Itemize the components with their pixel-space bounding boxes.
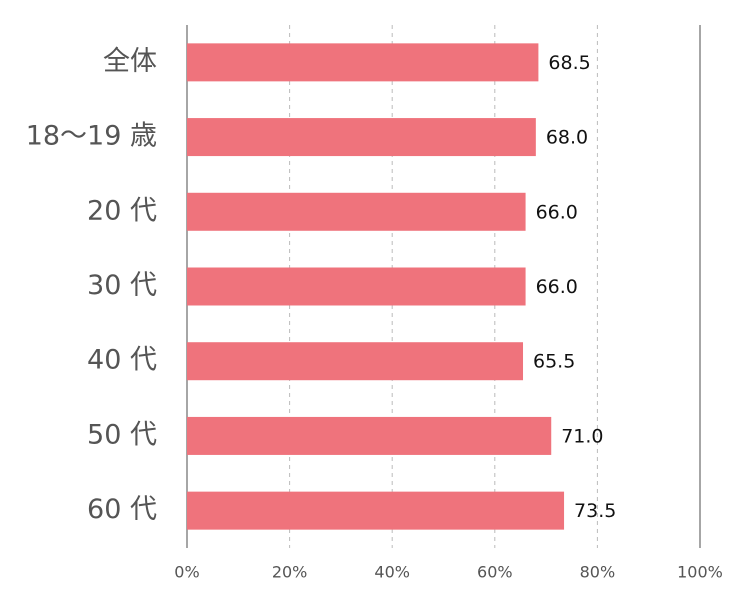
value-label: 68.0 [546,127,588,149]
x-tick-label: 0% [174,563,199,582]
x-tick-label: 60% [477,563,513,582]
value-label: 73.5 [574,500,616,522]
value-label: 66.0 [536,201,578,223]
x-tick-label: 40% [374,563,410,582]
value-label: 68.5 [548,52,590,74]
bar [187,118,536,157]
value-label: 71.0 [561,425,603,447]
value-label: 65.5 [533,351,575,373]
y-tick-label: 50 代 [87,419,157,450]
bar [187,416,552,455]
x-tick-label: 80% [580,563,616,582]
x-tick-label: 20% [272,563,308,582]
y-tick-label: 60 代 [87,494,157,525]
bar [187,267,526,306]
x-tick-label: 100% [677,563,723,582]
y-tick-label: 18～19 歳 [26,121,157,152]
bar [187,491,565,530]
bar [187,43,539,82]
value-label: 66.0 [536,276,578,298]
bar [187,342,524,381]
y-tick-label: 40 代 [87,345,157,376]
y-tick-label: 全体 [103,46,157,77]
y-tick-label: 20 代 [87,195,157,226]
bar [187,192,526,231]
y-tick-label: 30 代 [87,270,157,301]
